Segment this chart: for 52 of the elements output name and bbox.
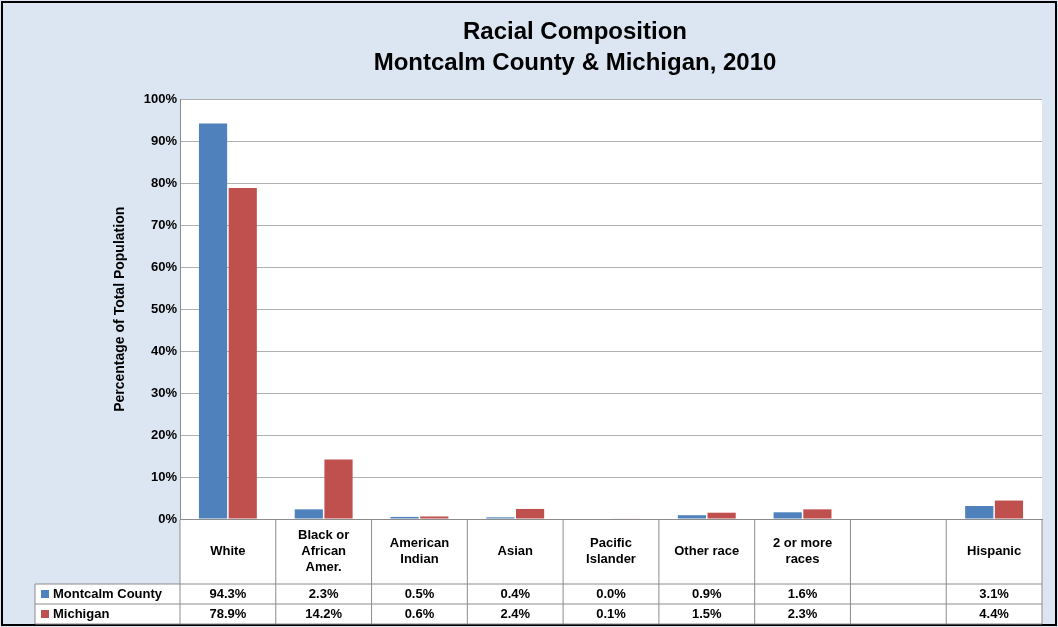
data-label: 0.5% [404, 585, 435, 601]
data-label: 0.0% [596, 585, 627, 601]
data-label: 1.6% [787, 585, 818, 601]
x-tick-label: Black or African Amer. [298, 526, 350, 574]
data-label: 0.9% [691, 585, 723, 601]
data-label: 2.3% [308, 585, 339, 601]
bar [803, 509, 832, 519]
chart-title: Racial Composition [462, 17, 688, 45]
y-axis-title: Percentage of Total Population [111, 206, 128, 412]
bar [294, 509, 323, 519]
x-tick-label: American Indian [389, 534, 450, 566]
legend-label: Michigan [53, 605, 110, 621]
data-label: 4.4% [979, 605, 1010, 621]
data-label: 0.6% [404, 605, 435, 621]
y-tick-label: 90% [150, 133, 178, 149]
y-tick-label: 70% [150, 217, 178, 232]
x-tick-label: 2 or more races [772, 534, 833, 566]
legend-label: Montcalm County [53, 585, 163, 601]
bar [420, 516, 449, 519]
data-label: 78.9% [209, 605, 247, 621]
bar [228, 188, 257, 519]
bar [707, 512, 736, 519]
data-label: 94.3% [209, 585, 247, 601]
bar [677, 515, 707, 519]
data-label: 14.2% [305, 605, 343, 621]
data-label: 0.1% [596, 605, 627, 621]
y-tick-label: 30% [150, 384, 178, 400]
bar [324, 459, 353, 519]
x-tick-label: Hispanic [967, 542, 1022, 558]
y-tick-label: 80% [150, 175, 178, 191]
data-label: 3.1% [979, 585, 1010, 601]
data-label: 2.3% [787, 605, 818, 621]
bar [198, 123, 228, 519]
y-tick-label: 20% [150, 426, 178, 442]
data-label: 0.4% [500, 585, 531, 601]
bar [994, 500, 1024, 519]
y-tick-label: 100% [143, 91, 178, 107]
x-tick-label: Asian [497, 542, 533, 558]
chart-subtitle: Montcalm County & Michigan, 2010 [373, 47, 777, 75]
y-tick-label: 60% [150, 258, 178, 274]
bar [515, 508, 545, 519]
y-tick-label: 0% [158, 510, 178, 526]
data-label: 2.4% [500, 605, 531, 621]
y-tick-label: 10% [150, 468, 178, 484]
x-tick-label: White [210, 542, 246, 558]
bar [965, 506, 994, 519]
y-tick-label: 40% [150, 342, 178, 358]
x-tick-label: Pacific Islander [586, 534, 636, 566]
x-tick-label: Other race [674, 542, 740, 558]
y-tick-label: 50% [150, 300, 178, 316]
bar [773, 512, 802, 519]
data-label: 1.5% [691, 605, 723, 621]
